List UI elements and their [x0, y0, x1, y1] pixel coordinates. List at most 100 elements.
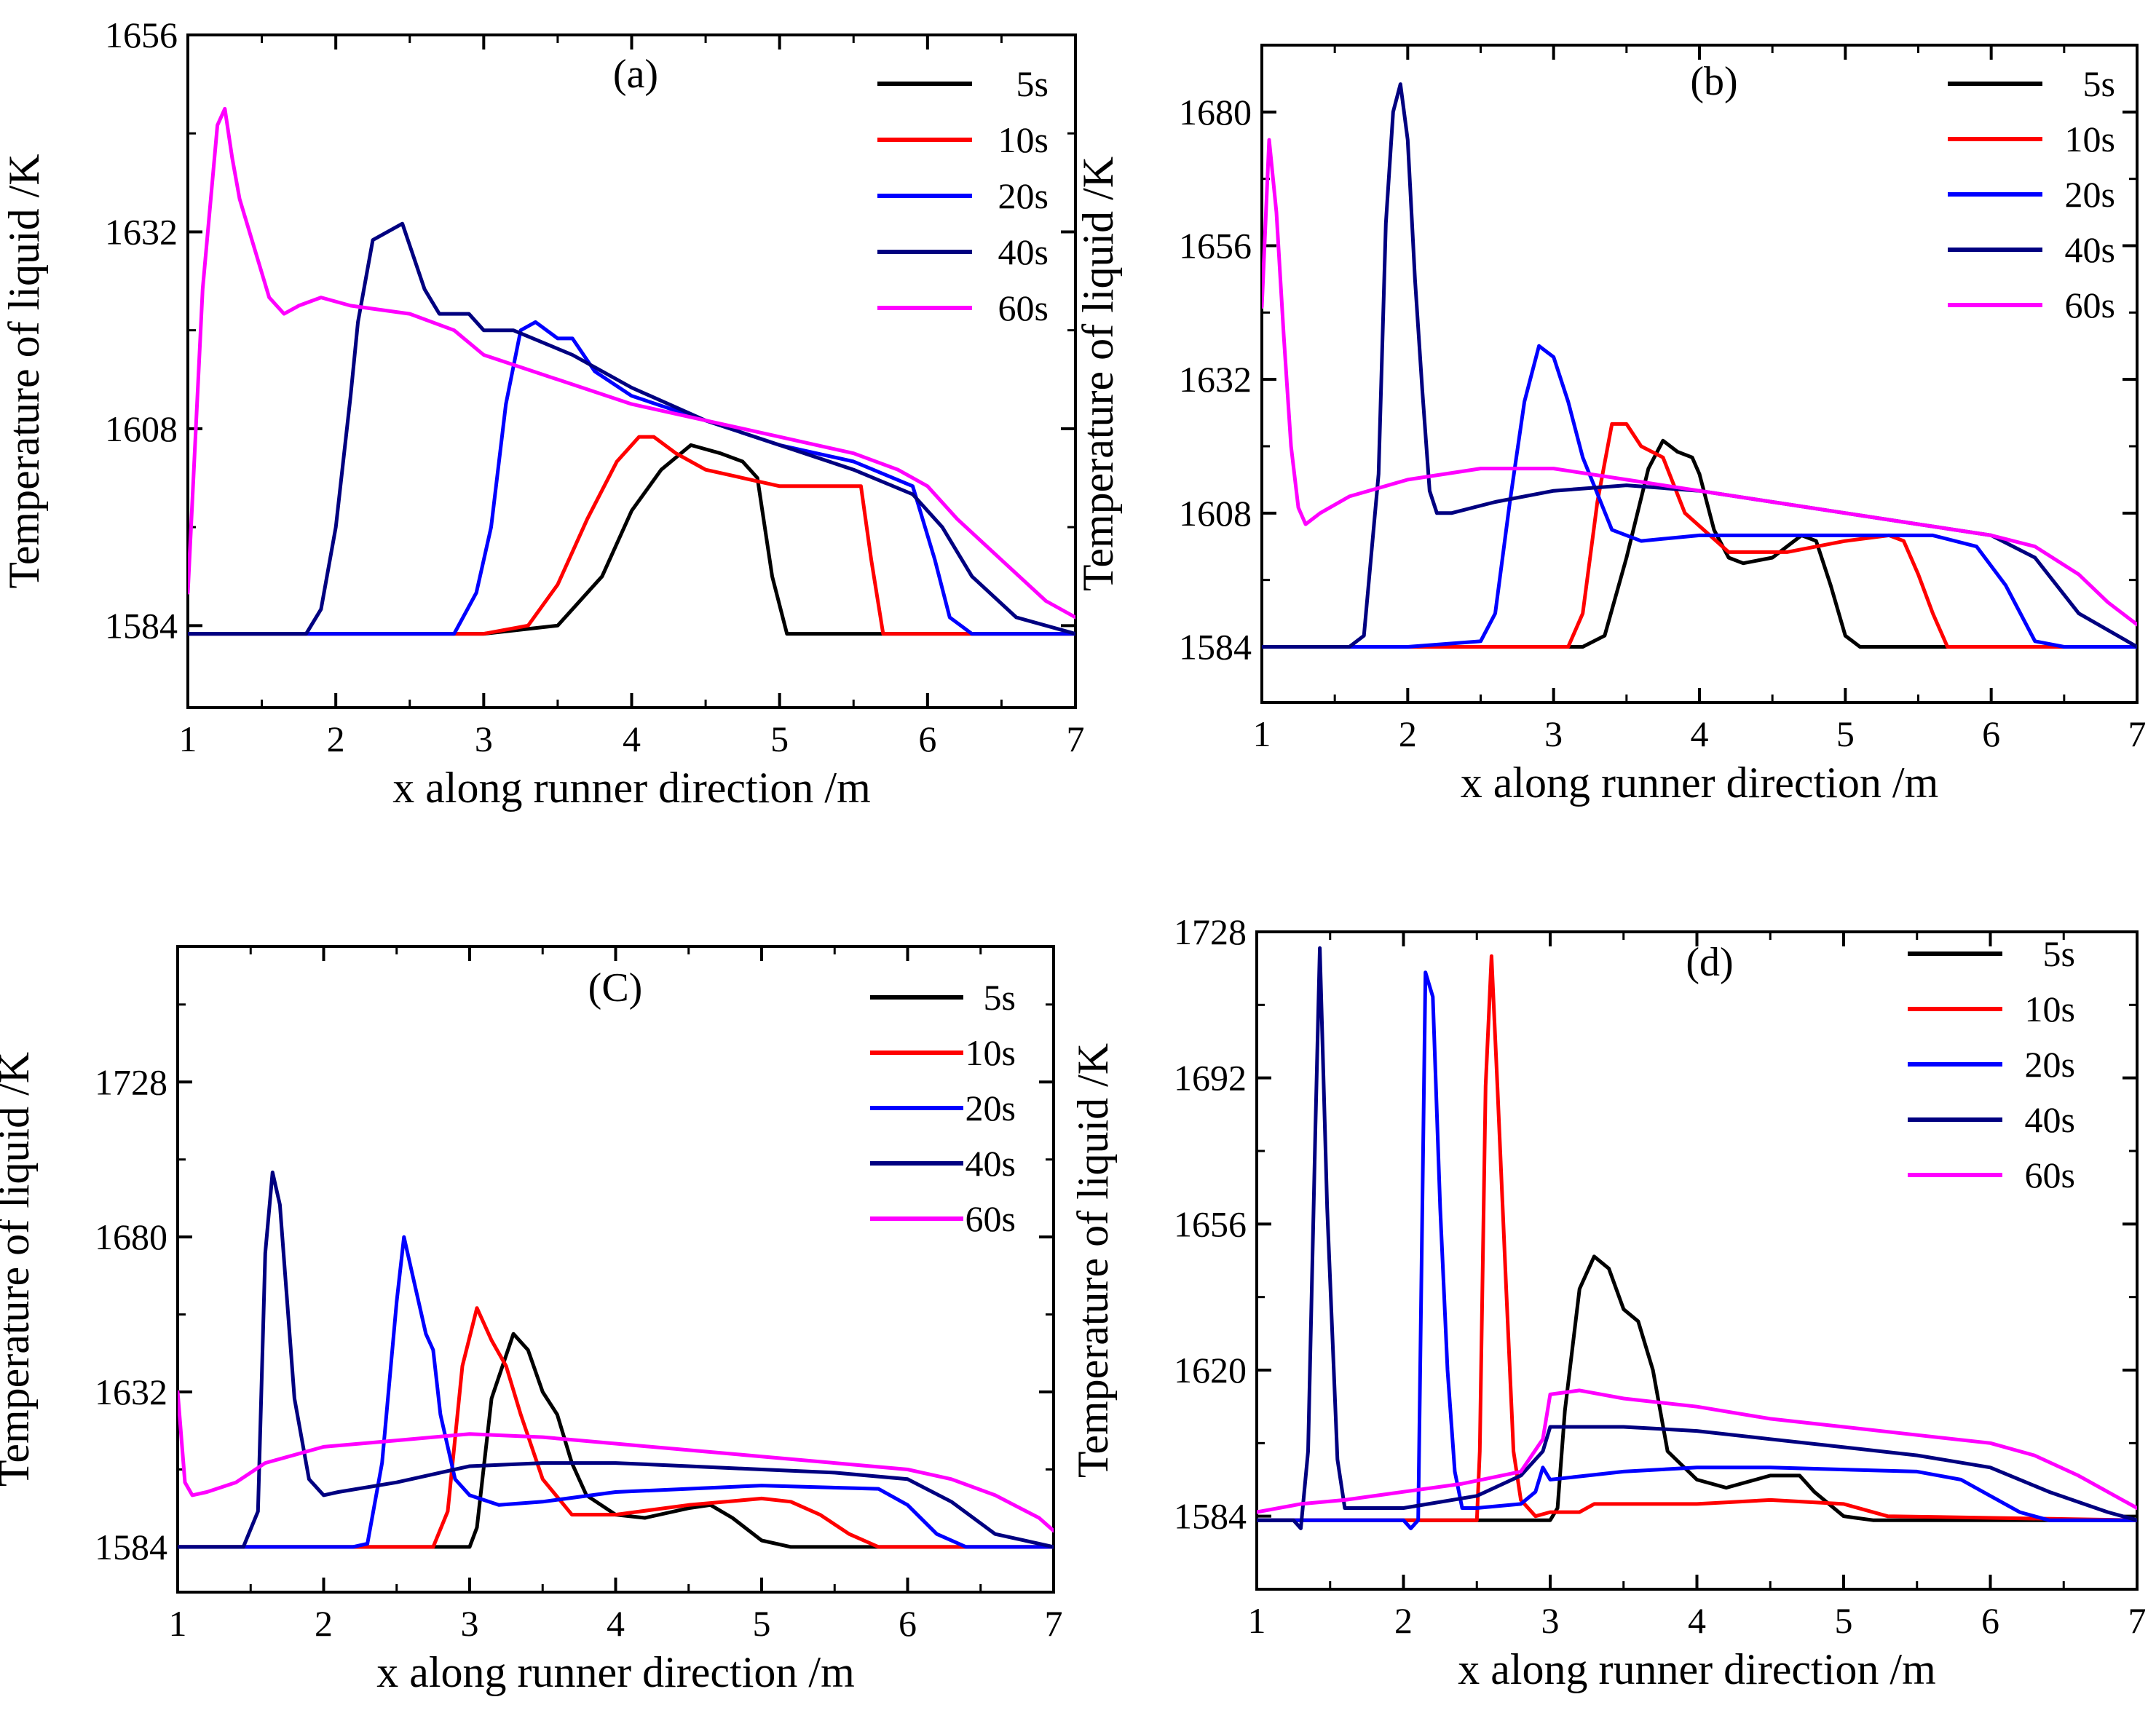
- x-axis-label: x along runner direction /m: [392, 764, 870, 812]
- series-line-5s: [188, 443, 1075, 636]
- y-tick-label: 1728: [95, 1061, 167, 1102]
- series-group: [1262, 82, 2137, 649]
- legend-label-5s: 5s: [1016, 63, 1049, 104]
- y-tick-label: 1584: [95, 1527, 167, 1567]
- x-tick-label: 3: [1541, 1600, 1560, 1641]
- y-tick-label: 1632: [95, 1372, 167, 1412]
- legend-label-40s: 40s: [998, 232, 1049, 272]
- x-tick-label: 6: [1982, 713, 2000, 754]
- y-tick-label: 1656: [105, 15, 178, 55]
- chart-panel-4: 1 2 3 4 5 6 7 1584 1620 1656 1692 1728 x along runne…: [1069, 911, 2147, 1693]
- y-axis-label: Temperature of liquid /K: [1069, 1043, 1117, 1478]
- legend-label-40s: 40s: [2065, 229, 2115, 270]
- series-line-40s: [1257, 946, 2137, 1530]
- y-tick-label: 1656: [1174, 1203, 1247, 1244]
- x-tick-label: 1: [169, 1603, 187, 1644]
- series-line-5s: [1262, 438, 2137, 649]
- series-line-10s: [178, 1306, 1054, 1549]
- x-tick-label: 6: [899, 1603, 917, 1644]
- y-axis-label: Temperature of liquid /K: [1074, 157, 1122, 591]
- legend-label-60s: 60s: [2025, 1155, 2075, 1195]
- y-tick-label: 1680: [1179, 92, 1252, 132]
- x-tick-label: 7: [2128, 1600, 2147, 1641]
- chart-panel-2: 1 2 3 4 5 6 7 1584 1608 1632 1656 1680 x along runne…: [1074, 44, 2147, 807]
- legend-label-60s: 60s: [998, 288, 1049, 328]
- legend-label-40s: 40s: [2025, 1099, 2075, 1140]
- series-line-60s: [188, 106, 1075, 620]
- series-group: [188, 106, 1075, 636]
- panel-title: (d): [1686, 940, 1733, 985]
- x-tick-label: 4: [623, 719, 641, 759]
- legend-label-10s: 10s: [2065, 119, 2115, 159]
- x-tick-label: 7: [1045, 1603, 1063, 1644]
- legend-label-20s: 20s: [998, 175, 1049, 216]
- x-tick-label: 1: [1253, 713, 1271, 754]
- x-tick-label: 5: [1836, 713, 1855, 754]
- x-tick-label: 4: [607, 1603, 625, 1644]
- series-line-10s: [1257, 954, 2137, 1522]
- series-line-60s: [1257, 1388, 2137, 1514]
- y-tick-label: 1620: [1174, 1350, 1247, 1390]
- x-tick-label: 4: [1688, 1600, 1706, 1641]
- x-tick-label: 5: [1835, 1600, 1853, 1641]
- legend-label-20s: 20s: [2025, 1044, 2075, 1085]
- y-tick-label: 1608: [1179, 493, 1252, 534]
- x-tick-label: 1: [179, 719, 197, 759]
- y-tick-label: 1584: [1179, 626, 1252, 667]
- y-tick-label: 1632: [105, 211, 178, 252]
- legend-label-10s: 10s: [2025, 989, 2075, 1029]
- legend-label-5s: 5s: [2083, 63, 2115, 104]
- x-tick-label: 6: [1981, 1600, 1999, 1641]
- y-axis-label: Temperature of liquid /K: [0, 154, 48, 588]
- legend-label-5s: 5s: [984, 977, 1016, 1018]
- series-line-40s: [1262, 82, 2137, 649]
- legend-label-60s: 60s: [966, 1198, 1016, 1239]
- x-tick-label: 2: [1394, 1600, 1413, 1641]
- legend-label-5s: 5s: [2043, 933, 2075, 974]
- x-tick-label: 2: [1399, 713, 1417, 754]
- series-line-20s: [178, 1235, 1054, 1549]
- legend-label-20s: 20s: [2065, 174, 2115, 215]
- x-tick-label: 5: [770, 719, 789, 759]
- x-tick-label: 4: [1691, 713, 1709, 754]
- panel-title: (b): [1690, 59, 1737, 104]
- x-tick-label: 7: [1067, 719, 1085, 759]
- legend-label-20s: 20s: [966, 1088, 1016, 1128]
- legend-label-60s: 60s: [2065, 285, 2115, 325]
- x-axis-label: x along runner direction /m: [1458, 1645, 1935, 1693]
- legend-label-10s: 10s: [966, 1032, 1016, 1073]
- series-line-10s: [188, 435, 1075, 636]
- series-line-20s: [1257, 970, 2137, 1530]
- x-tick-label: 7: [2128, 713, 2147, 754]
- y-tick-label: 1584: [1174, 1496, 1247, 1537]
- chart-panel-3: 1 2 3 4 5 6 7 1584 1632 1680 1728 x along runner di…: [0, 945, 1063, 1696]
- series-line-20s: [1262, 344, 2137, 649]
- y-tick-label: 1680: [95, 1216, 167, 1257]
- x-tick-label: 2: [315, 1603, 333, 1644]
- series-line-5s: [1257, 1254, 2137, 1522]
- y-tick-label: 1656: [1179, 225, 1252, 266]
- plot-frame: [1260, 44, 2139, 704]
- x-tick-label: 2: [327, 719, 345, 759]
- panel-title: (a): [613, 52, 658, 97]
- series-line-60s: [1262, 138, 2137, 627]
- series-group: [1257, 946, 2137, 1530]
- x-tick-label: 5: [753, 1603, 771, 1644]
- series-line-40s: [188, 221, 1075, 636]
- x-tick-label: 3: [461, 1603, 479, 1644]
- y-tick-label: 1692: [1174, 1058, 1247, 1099]
- series-line-10s: [1262, 422, 2137, 649]
- x-axis-label: x along runner direction /m: [376, 1648, 854, 1696]
- y-tick-label: 1608: [105, 408, 178, 449]
- plot-frame: [1255, 930, 2139, 1591]
- panel-title: (C): [588, 965, 643, 1010]
- x-tick-label: 3: [475, 719, 493, 759]
- x-axis-label: x along runner direction /m: [1461, 759, 1938, 807]
- legend-label-40s: 40s: [966, 1143, 1016, 1184]
- series-line-20s: [188, 320, 1075, 636]
- y-axis-label: Temperature of liquid /K: [0, 1052, 38, 1487]
- legend-label-10s: 10s: [998, 119, 1049, 160]
- series-line-40s: [178, 1170, 1054, 1549]
- chart-panel-1: 1 2 3 4 5 6 7 1584 1608 1632 1656 x along runner di…: [0, 15, 1085, 812]
